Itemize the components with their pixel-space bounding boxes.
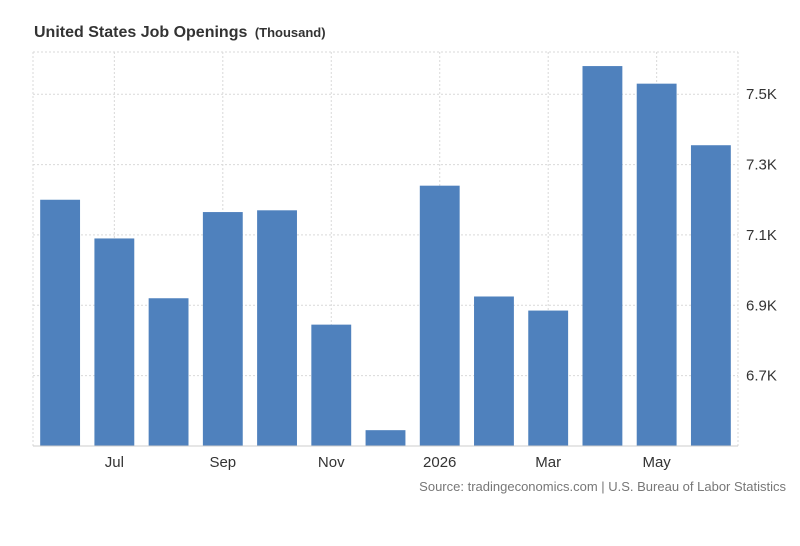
y-tick-label: 6.9K: [746, 297, 777, 314]
x-tick-label: Jul: [105, 454, 124, 471]
bar-nov: [311, 324, 352, 446]
x-tick-label: Nov: [318, 454, 345, 471]
y-tick-label: 7.3K: [746, 157, 777, 174]
bar-oct: [257, 210, 297, 446]
y-tick-label: 6.7K: [746, 368, 777, 385]
grid-lines: [32, 51, 739, 446]
source-note: Source: tradingeconomics.com | U.S. Bure…: [419, 479, 786, 494]
x-tick-label: Sep: [209, 454, 236, 471]
y-tick-label: 7.5K: [746, 86, 777, 103]
chart-title-text: United States Job Openings: [34, 24, 248, 41]
bar-may: [636, 83, 677, 447]
chart-title: United States Job Openings (Thousand): [34, 24, 326, 42]
bar-2026: [419, 185, 460, 446]
bars: [40, 66, 731, 447]
bar-feb: [474, 296, 514, 446]
bar-jun: [690, 145, 731, 447]
bar-jul: [94, 238, 135, 446]
chart-unit-text: (Thousand): [254, 25, 326, 40]
x-tick-label: May: [642, 454, 671, 471]
bar-apr: [582, 66, 623, 447]
bar-aug: [148, 298, 189, 446]
tick-labels: 6.7K 6.9K 7.1K 7.3K 7.5K Jul Sep Nov 2026 Mar May: [105, 86, 777, 471]
bar-mar: [528, 310, 569, 446]
y-tick-label: 7.1K: [746, 227, 777, 244]
x-tick-label: 2026: [423, 454, 456, 471]
bar-sep: [202, 212, 243, 446]
bar-jun: [40, 199, 81, 446]
bar-dec: [365, 430, 406, 446]
x-tick-label: Mar: [535, 454, 561, 471]
